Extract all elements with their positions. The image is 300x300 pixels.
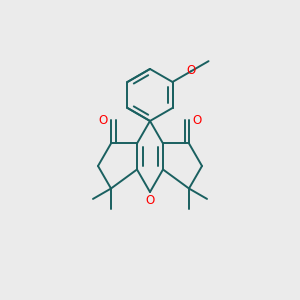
Text: O: O bbox=[98, 114, 108, 127]
Text: O: O bbox=[186, 64, 196, 77]
Text: O: O bbox=[192, 114, 202, 127]
Text: O: O bbox=[146, 194, 154, 208]
